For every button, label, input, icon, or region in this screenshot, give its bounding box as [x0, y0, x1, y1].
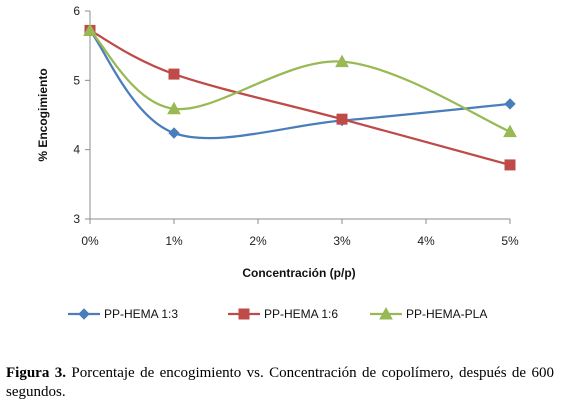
x-tick-label: 0%: [81, 234, 99, 248]
data-point: [335, 54, 349, 68]
series-line: [89, 29, 511, 140]
tick-labels: 3 4 5 6 0% 1% 2% 3% 4% 5%: [73, 4, 519, 248]
y-tick-label: 4: [73, 143, 80, 157]
caption-label: Figura 3.: [6, 365, 66, 381]
y-tick-label: 5: [73, 73, 80, 87]
legend-marker: [379, 306, 393, 320]
data-point: [504, 98, 516, 110]
data-point: [336, 113, 348, 125]
x-tick-label: 2%: [249, 234, 267, 248]
chart-series: [83, 23, 517, 171]
line-chart: 3 4 5 6 0% 1% 2% 3% 4% 5% % Encogimiento Concentr…: [36, 4, 519, 321]
chart-axes: [85, 10, 511, 224]
y-tick-label: 6: [73, 4, 80, 18]
legend: PP-HEMA 1:3 PP-HEMA 1:6 PP-HEMA-PLA: [68, 306, 487, 321]
data-point: [168, 127, 180, 139]
x-tick-label: 5%: [501, 234, 519, 248]
series-pp-hema-1-6: [84, 24, 516, 171]
y-axis-title: % Encogimiento: [36, 68, 50, 161]
legend-marker: [78, 308, 90, 320]
legend-item-pp-hema-1-3: PP-HEMA 1:3: [68, 307, 178, 321]
series-line: [89, 29, 511, 167]
x-tick-label: 3%: [333, 234, 351, 248]
x-axis-title: Concentración (p/p): [242, 266, 355, 280]
x-tick-label: 1%: [165, 234, 183, 248]
y-tick-label: 3: [73, 212, 80, 226]
legend-label: PP-HEMA 1:6: [264, 307, 338, 321]
caption-text: Porcentaje de encogimiento vs. Concentra…: [6, 365, 554, 400]
data-point: [503, 124, 517, 138]
series-line: [89, 29, 511, 133]
data-point: [168, 68, 180, 80]
legend-label: PP-HEMA 1:3: [104, 307, 178, 321]
figure-caption: Figura 3. Porcentaje de encogimiento vs.…: [6, 364, 554, 402]
legend-item-pp-hema-1-6: PP-HEMA 1:6: [228, 307, 338, 321]
data-point: [504, 159, 516, 171]
data-point: [83, 23, 97, 36]
x-tick-label: 4%: [417, 234, 435, 248]
legend-marker: [238, 308, 250, 320]
series-pp-hema-pla: [83, 23, 517, 138]
legend-item-pp-hema-pla: PP-HEMA-PLA: [370, 306, 487, 321]
legend-label: PP-HEMA-PLA: [406, 307, 487, 321]
series-pp-hema-1-3: [84, 24, 516, 140]
data-point: [167, 101, 181, 115]
